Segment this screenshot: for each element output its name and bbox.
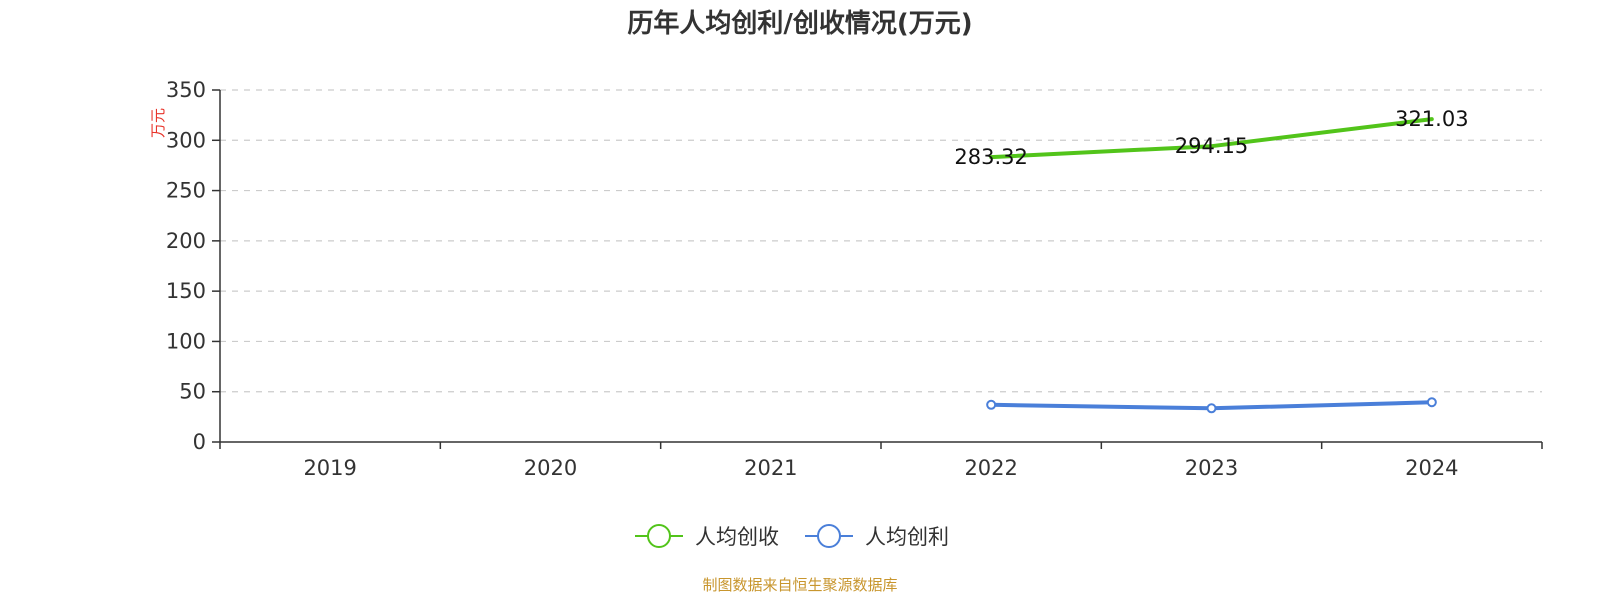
legend-marker: [817, 524, 841, 548]
data-label: 294.15: [1175, 134, 1248, 158]
y-tick-label: 150: [166, 279, 206, 303]
legend-label: 人均创收: [695, 525, 779, 549]
legend-marker: [647, 524, 671, 548]
y-tick-label: 0: [193, 430, 206, 454]
y-axis-unit-label: 万元: [149, 108, 167, 138]
data-source-note: 制图数据来自恒生聚源数据库: [702, 576, 897, 594]
x-tick-label: 2019: [303, 456, 356, 480]
x-tick-label: 2023: [1185, 456, 1238, 480]
series-line: [989, 117, 1434, 160]
data-label: 321.03: [1395, 107, 1468, 131]
data-point: [1206, 403, 1217, 414]
x-tick-label: 2022: [964, 456, 1017, 480]
data-point: [1426, 397, 1437, 408]
chart-title: 历年人均创利/创收情况(万元): [627, 8, 972, 39]
legend: 人均创收 人均创利: [635, 524, 949, 549]
x-tick-label: 2024: [1405, 456, 1458, 480]
x-tick-label: 2020: [524, 456, 577, 480]
y-tick-label: 350: [166, 78, 206, 102]
data-label: 283.32: [954, 145, 1027, 169]
y-tick-label: 100: [166, 329, 206, 353]
y-tick-label: 50: [179, 380, 206, 404]
axes: 0 50 100 150 200 250 300 350 2019 2020 2021 2022 202…: [166, 78, 1543, 480]
grid-lines: [220, 89, 1542, 393]
x-tick-label: 2021: [744, 456, 797, 480]
y-tick-label: 200: [166, 229, 206, 253]
y-tick-label: 250: [166, 179, 206, 203]
y-tick-label: 300: [166, 128, 206, 152]
legend-label: 人均创利: [865, 525, 949, 549]
series-layer: 283.32 294.15 321.03: [954, 107, 1469, 414]
data-point: [986, 399, 997, 410]
